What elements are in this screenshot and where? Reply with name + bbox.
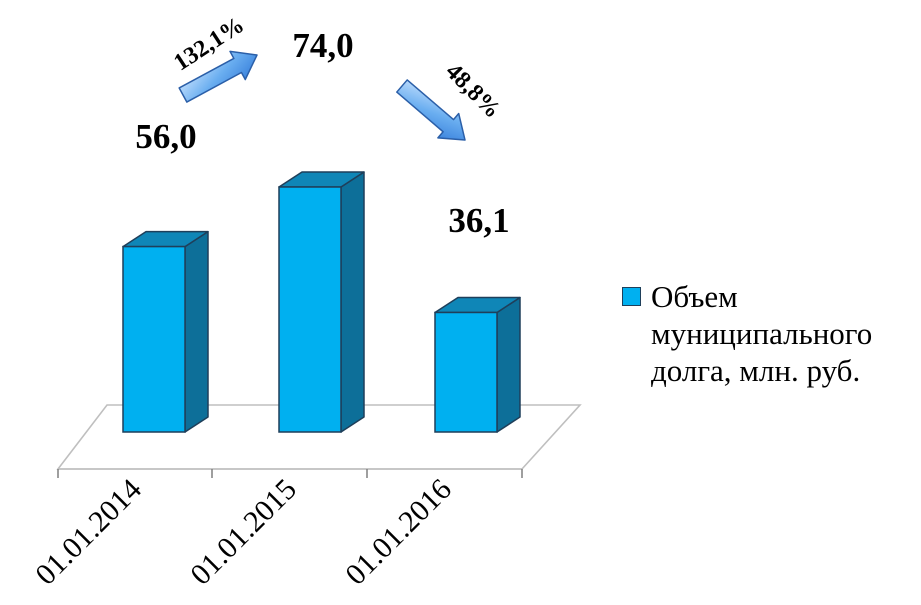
bar-01.01.2016 (434, 296, 521, 433)
tick-label: 01.01.2016 (339, 473, 458, 592)
bars-group (122, 171, 521, 433)
bar-side (340, 171, 365, 433)
bar-side (184, 230, 209, 433)
value-label: 36,1 (448, 201, 509, 240)
bar-front (434, 311, 498, 433)
tick-label: 01.01.2015 (184, 473, 303, 592)
bar-front (122, 245, 186, 433)
value-label: 56,0 (135, 117, 196, 156)
tick-label: 01.01.2014 (29, 473, 148, 592)
bar-01.01.2014 (122, 230, 209, 433)
legend: Объем муниципального долга, млн. руб. (622, 278, 918, 389)
arrow-shape (396, 79, 466, 141)
value-labels-group: 56,0 74,0 36,1 (135, 26, 509, 240)
legend-swatch (622, 287, 641, 306)
arrow-label-decrease: 48,8% (440, 59, 505, 124)
bar-side (496, 296, 521, 433)
bar-01.01.2015 (278, 171, 365, 433)
legend-label: Объем муниципального долга, млн. руб. (651, 279, 873, 388)
bar-front (278, 186, 342, 433)
arrow-shape (178, 50, 258, 103)
value-label: 74,0 (292, 26, 353, 65)
arrow-down (396, 79, 466, 141)
x-axis-ticks: 01.01.2014 01.01.2015 01.01.2016 (29, 469, 523, 592)
arrow-up (178, 50, 258, 103)
